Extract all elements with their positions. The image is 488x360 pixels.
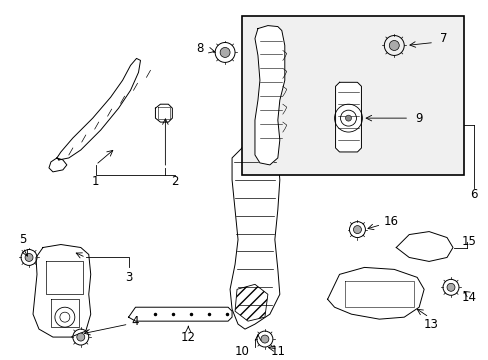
Polygon shape — [155, 104, 172, 122]
Text: 5: 5 — [20, 233, 27, 246]
Text: 13: 13 — [423, 318, 438, 330]
Circle shape — [77, 333, 84, 341]
Polygon shape — [229, 145, 279, 329]
Text: 3: 3 — [124, 271, 132, 284]
Text: 4: 4 — [131, 315, 139, 328]
Polygon shape — [235, 284, 267, 321]
Text: 15: 15 — [461, 235, 475, 248]
Polygon shape — [33, 244, 91, 337]
Text: 1: 1 — [92, 175, 99, 188]
Text: 8: 8 — [196, 42, 203, 55]
Text: 2: 2 — [171, 175, 179, 188]
Text: 6: 6 — [469, 188, 477, 201]
Text: 11: 11 — [270, 345, 285, 357]
Text: 7: 7 — [439, 32, 447, 45]
Circle shape — [345, 115, 351, 121]
Polygon shape — [49, 158, 67, 172]
Bar — [242, 15, 463, 175]
Text: 14: 14 — [461, 291, 475, 304]
Circle shape — [353, 226, 361, 234]
Circle shape — [261, 335, 268, 343]
Text: 9: 9 — [415, 112, 422, 125]
Circle shape — [388, 41, 398, 50]
Text: 10: 10 — [234, 345, 249, 357]
Circle shape — [220, 48, 229, 58]
Circle shape — [25, 253, 33, 261]
Polygon shape — [327, 267, 423, 319]
Polygon shape — [254, 26, 284, 165]
Text: 16: 16 — [383, 215, 398, 228]
Text: 12: 12 — [181, 330, 195, 343]
Polygon shape — [57, 58, 140, 160]
Polygon shape — [335, 82, 361, 152]
Circle shape — [446, 283, 454, 291]
Polygon shape — [128, 307, 232, 321]
Polygon shape — [395, 231, 452, 261]
